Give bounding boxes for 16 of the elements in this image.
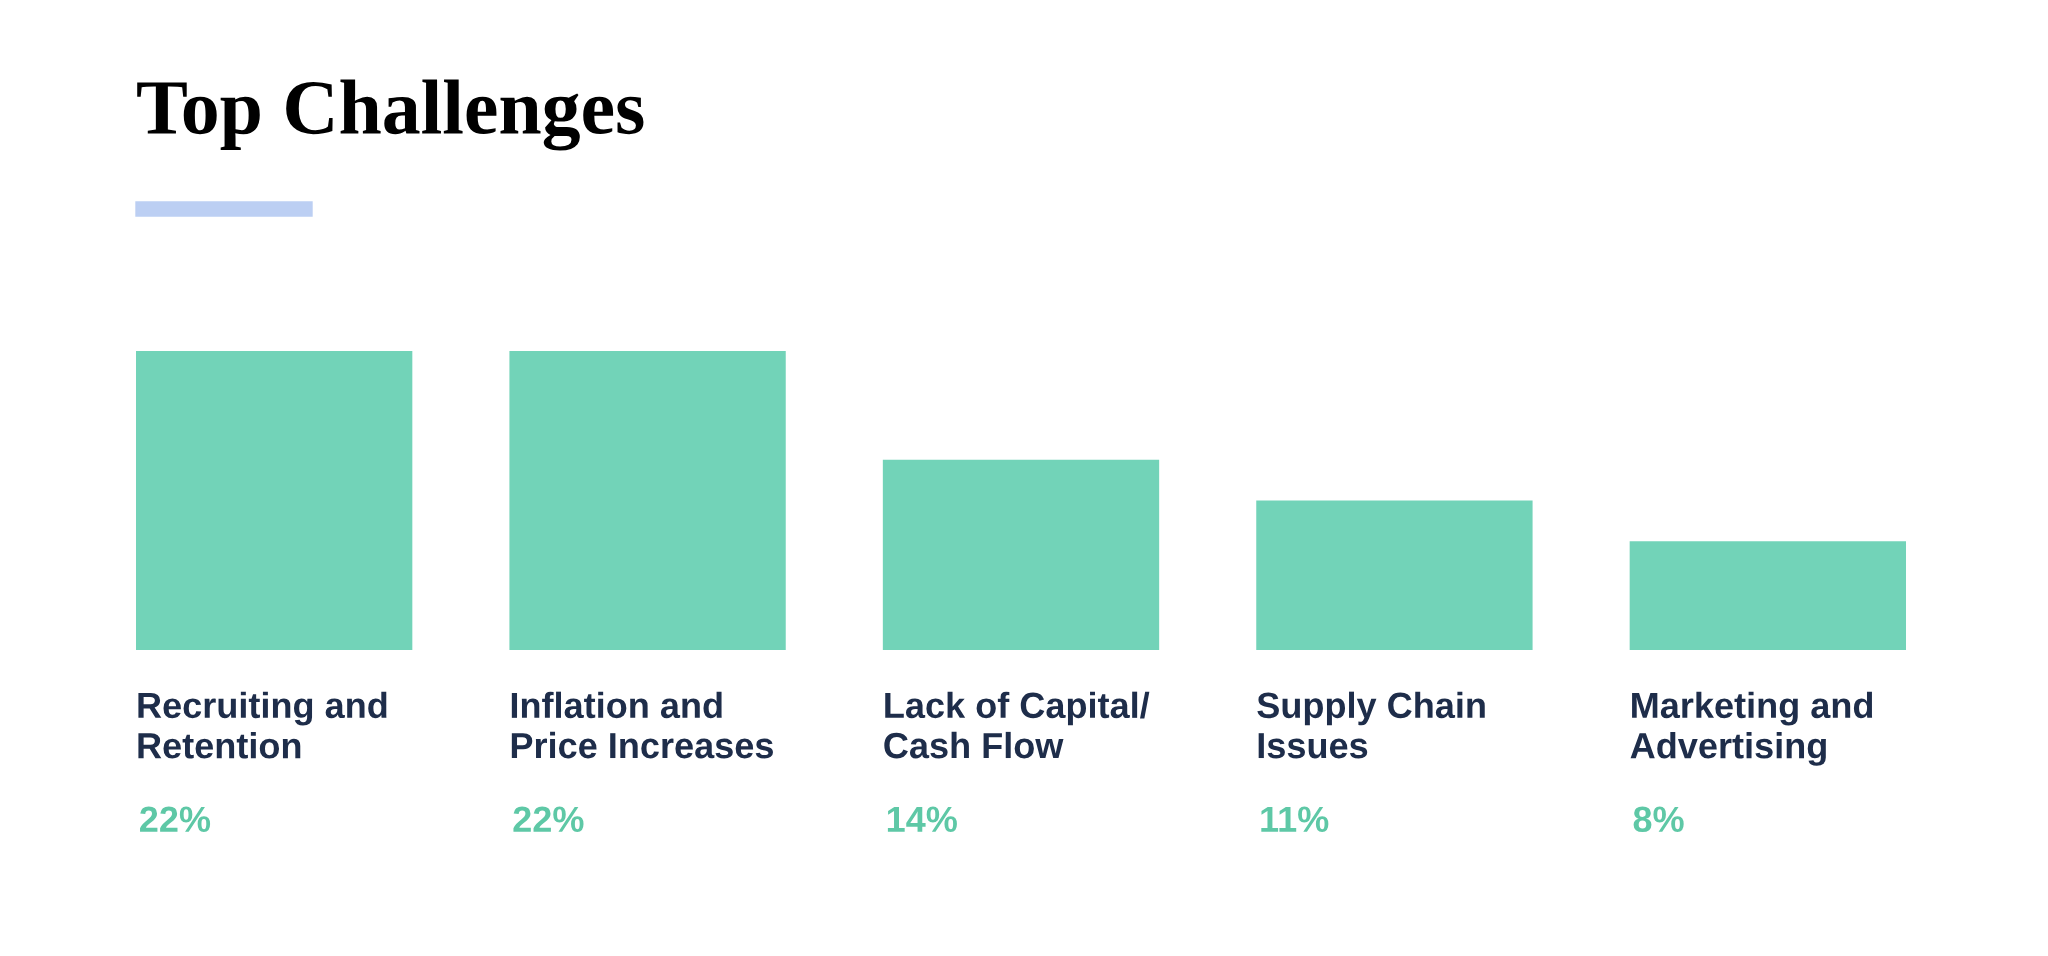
x-tick-label: Recruiting and Retention	[138, 691, 387, 759]
bar	[509, 351, 786, 650]
data-label: 8%	[1633, 806, 1684, 833]
chart-title: Top Challenges	[137, 79, 644, 151]
x-tick-label: Supply Chain Issues	[1257, 691, 1485, 759]
data-label: 22%	[513, 806, 584, 833]
x-tick-label: Lack of Capital/ Cash Flow	[884, 691, 1150, 759]
x-tick-label: Marketing and Advertising	[1630, 691, 1873, 766]
x-tick-label: Inflation and Price Increases	[511, 691, 773, 759]
bar	[882, 459, 1160, 650]
data-label: 22%	[140, 806, 211, 833]
bar	[1256, 500, 1533, 650]
data-label: 11%	[1261, 806, 1329, 833]
bar	[136, 351, 413, 650]
bar	[1629, 541, 1906, 650]
data-label: 14%	[887, 806, 957, 833]
